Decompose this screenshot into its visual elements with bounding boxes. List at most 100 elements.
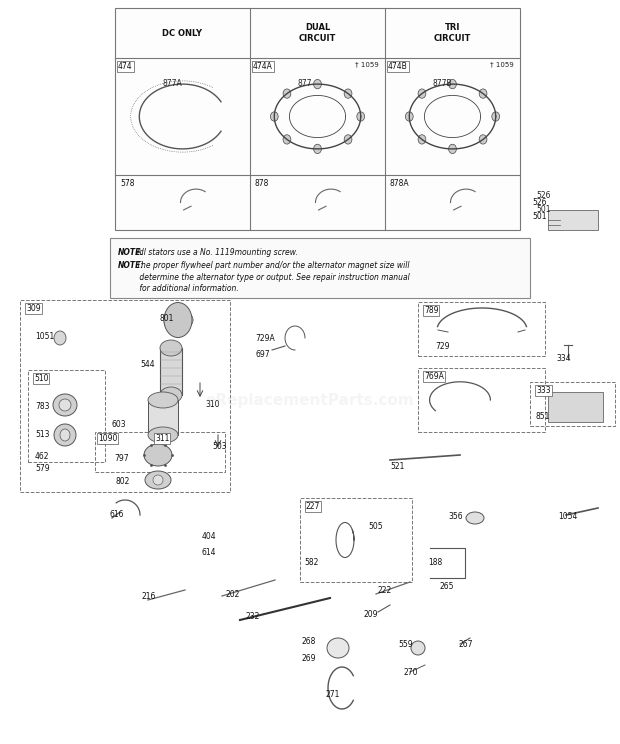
Circle shape xyxy=(479,89,487,98)
Text: 877B: 877B xyxy=(432,79,452,88)
Ellipse shape xyxy=(144,444,172,466)
Text: 404: 404 xyxy=(202,532,216,541)
Circle shape xyxy=(449,80,456,89)
Bar xyxy=(20,300,230,492)
Text: 505: 505 xyxy=(368,522,383,531)
Text: 209: 209 xyxy=(364,610,378,619)
Text: 582: 582 xyxy=(304,558,319,567)
Text: 356: 356 xyxy=(448,512,463,521)
Text: 878: 878 xyxy=(255,179,269,188)
Circle shape xyxy=(179,318,189,330)
Text: 271: 271 xyxy=(326,690,340,699)
Text: 1051: 1051 xyxy=(35,332,55,341)
Text: 697: 697 xyxy=(256,350,270,359)
Circle shape xyxy=(479,135,487,144)
Text: 729A: 729A xyxy=(255,334,275,343)
Text: † 1059: † 1059 xyxy=(355,62,379,68)
Text: 1090: 1090 xyxy=(98,434,117,443)
Ellipse shape xyxy=(466,512,484,524)
Text: 267: 267 xyxy=(458,640,472,649)
Bar xyxy=(110,238,530,298)
Circle shape xyxy=(418,135,426,144)
Text: 501: 501 xyxy=(536,205,551,214)
Circle shape xyxy=(183,314,193,326)
Text: 333: 333 xyxy=(536,386,551,395)
Text: 510: 510 xyxy=(34,374,48,383)
Text: 216: 216 xyxy=(142,592,156,601)
Bar xyxy=(115,8,520,230)
Bar xyxy=(300,498,412,582)
Text: 526: 526 xyxy=(536,191,551,200)
Text: 521: 521 xyxy=(390,462,404,471)
Text: for additional information.: for additional information. xyxy=(118,284,239,293)
Circle shape xyxy=(270,112,278,121)
Bar xyxy=(160,348,182,395)
Text: † 1059: † 1059 xyxy=(490,62,514,68)
Circle shape xyxy=(418,89,426,98)
Ellipse shape xyxy=(160,340,182,356)
Circle shape xyxy=(283,89,291,98)
Ellipse shape xyxy=(160,387,182,403)
Circle shape xyxy=(170,309,181,321)
Text: DUAL
CIRCUIT: DUAL CIRCUIT xyxy=(299,23,336,42)
Bar xyxy=(548,210,598,230)
Text: 310: 310 xyxy=(205,400,219,409)
Text: 578: 578 xyxy=(120,179,135,188)
Bar xyxy=(418,368,545,432)
Text: 614: 614 xyxy=(202,548,216,557)
Bar xyxy=(418,302,545,356)
Text: 877A: 877A xyxy=(162,79,182,88)
Bar xyxy=(548,392,603,422)
Circle shape xyxy=(314,144,321,153)
Circle shape xyxy=(449,144,456,153)
Text: The proper flywheel part number and/or the alternator magnet size will: The proper flywheel part number and/or t… xyxy=(133,261,409,270)
Text: 526: 526 xyxy=(532,198,546,207)
Ellipse shape xyxy=(54,331,66,345)
Circle shape xyxy=(283,135,291,144)
Text: 797: 797 xyxy=(114,454,128,463)
Text: 851: 851 xyxy=(535,412,549,421)
Circle shape xyxy=(357,112,365,121)
Bar xyxy=(530,382,615,426)
Text: 202: 202 xyxy=(226,590,241,599)
Text: determine the alternator type or output. See repair instruction manual: determine the alternator type or output.… xyxy=(118,273,410,282)
Text: All stators use a No. 1119mounting screw.: All stators use a No. 1119mounting screw… xyxy=(133,248,298,257)
Text: 227: 227 xyxy=(306,502,321,511)
Text: NOTE:: NOTE: xyxy=(118,261,144,270)
Ellipse shape xyxy=(148,427,178,443)
Ellipse shape xyxy=(327,638,349,658)
Ellipse shape xyxy=(148,392,178,408)
Text: 544: 544 xyxy=(140,360,154,369)
Ellipse shape xyxy=(145,471,171,489)
Circle shape xyxy=(179,310,189,322)
Text: 769A: 769A xyxy=(424,372,444,381)
Circle shape xyxy=(344,89,352,98)
Circle shape xyxy=(164,312,174,324)
Text: DC ONLY: DC ONLY xyxy=(162,28,203,37)
Circle shape xyxy=(314,80,321,89)
Bar xyxy=(28,370,105,462)
Text: 801: 801 xyxy=(160,314,174,323)
Text: 501: 501 xyxy=(532,212,546,221)
Text: NOTE:: NOTE: xyxy=(118,248,144,257)
Ellipse shape xyxy=(59,399,71,411)
Text: 222: 222 xyxy=(378,586,392,595)
Circle shape xyxy=(492,112,500,121)
Text: TRI
CIRCUIT: TRI CIRCUIT xyxy=(434,23,471,42)
Text: 513: 513 xyxy=(35,430,50,439)
Text: 265: 265 xyxy=(440,582,454,591)
Text: 269: 269 xyxy=(302,654,316,663)
Text: 503: 503 xyxy=(212,442,227,451)
Bar xyxy=(95,432,225,472)
Text: 878A: 878A xyxy=(390,179,410,188)
Text: 232: 232 xyxy=(245,612,259,621)
Bar xyxy=(148,400,178,435)
Ellipse shape xyxy=(60,429,70,441)
Text: 559: 559 xyxy=(398,640,413,649)
Text: 579: 579 xyxy=(35,464,50,473)
Text: 783: 783 xyxy=(35,402,50,411)
Text: 729: 729 xyxy=(435,342,449,351)
Text: 1054: 1054 xyxy=(558,512,577,521)
Circle shape xyxy=(405,112,413,121)
Ellipse shape xyxy=(411,641,425,655)
